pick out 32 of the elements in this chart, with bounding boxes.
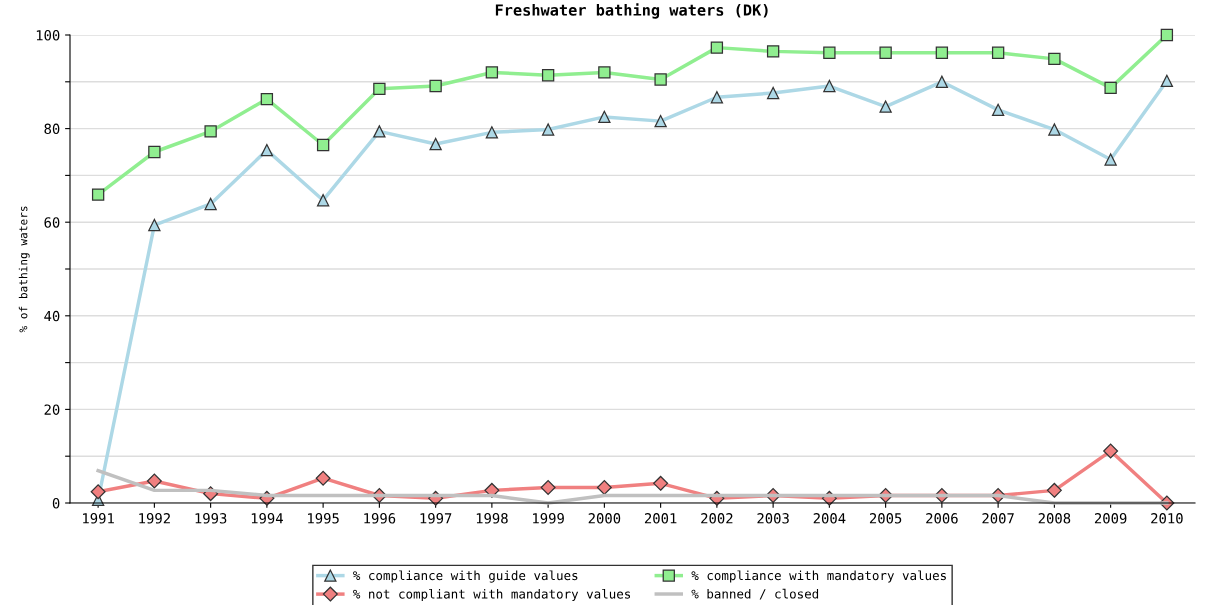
legend-label: % compliance with guide values bbox=[353, 570, 578, 583]
x-tick-label: 1998 bbox=[476, 513, 508, 524]
y-tick-label: 0 bbox=[52, 498, 60, 509]
y-axis-title: % of bathing waters bbox=[18, 206, 30, 333]
chart-title: Freshwater bathing waters (DK) bbox=[495, 3, 768, 19]
legend-label: % not compliant with mandatory values bbox=[353, 588, 631, 602]
x-tick-label: 2002 bbox=[701, 513, 733, 524]
x-tick-label: 2008 bbox=[1038, 513, 1071, 524]
x-tick-label: 2010 bbox=[1151, 513, 1183, 524]
x-tick-label: 1992 bbox=[139, 513, 170, 524]
y-tick-label: 100 bbox=[36, 30, 60, 41]
y-tick-label: 80 bbox=[44, 123, 60, 135]
x-tick-label: 2006 bbox=[926, 513, 958, 524]
y-tick-label: 40 bbox=[44, 310, 60, 322]
x-tick-label: 2001 bbox=[644, 513, 677, 524]
x-tick-label: 1995 bbox=[308, 513, 339, 524]
x-tick-label: 2005 bbox=[869, 513, 902, 524]
x-tick-label: 1996 bbox=[364, 513, 396, 524]
y-tick-label: 60 bbox=[44, 217, 60, 228]
x-tick-label: 1993 bbox=[195, 513, 227, 524]
x-tick-label: 1999 bbox=[533, 513, 564, 524]
legend-label: % compliance with mandatory values bbox=[691, 570, 946, 583]
x-tick-label: 1991 bbox=[83, 513, 114, 524]
x-tick-label: 2000 bbox=[588, 513, 621, 524]
x-tick-label: 1994 bbox=[251, 513, 283, 524]
legend-label: % banned / closed bbox=[691, 588, 819, 600]
y-tick-label: 20 bbox=[44, 404, 60, 415]
x-tick-label: 2003 bbox=[757, 513, 789, 524]
x-tick-label: 1997 bbox=[420, 513, 452, 524]
x-tick-label: 2004 bbox=[813, 513, 846, 524]
x-tick-label: 2009 bbox=[1094, 513, 1127, 524]
x-tick-label: 2007 bbox=[982, 513, 1014, 524]
